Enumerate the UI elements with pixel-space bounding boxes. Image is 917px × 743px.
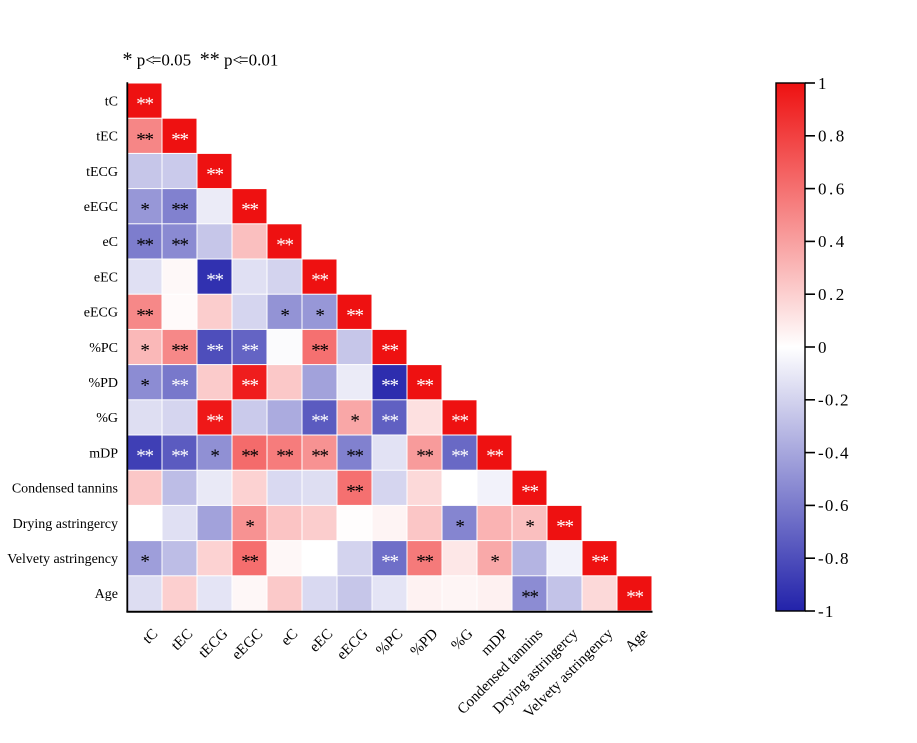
- svg-text:**: **: [171, 446, 188, 467]
- svg-text:%PD: %PD: [88, 376, 118, 391]
- svg-text:**: **: [381, 376, 398, 397]
- svg-text:**: **: [276, 235, 293, 256]
- svg-text:**: **: [171, 200, 188, 221]
- svg-text:**: **: [241, 552, 258, 573]
- svg-text:**: **: [241, 341, 258, 362]
- svg-text:**: **: [241, 200, 258, 221]
- svg-text:**: **: [381, 341, 398, 362]
- svg-text:**: **: [416, 446, 433, 467]
- svg-text:%G: %G: [96, 411, 118, 426]
- svg-text:**: **: [591, 552, 608, 573]
- svg-text:**: **: [206, 341, 223, 362]
- svg-text:-1: -1: [818, 602, 835, 621]
- svg-text:Velvety astringency: Velvety astringency: [7, 552, 118, 567]
- svg-text:-0.2: -0.2: [818, 391, 850, 410]
- svg-text:-0.6: -0.6: [818, 496, 850, 515]
- svg-text:**: **: [171, 376, 188, 397]
- svg-text:**: **: [451, 411, 468, 432]
- svg-text:tC: tC: [105, 94, 118, 109]
- svg-text:*: *: [245, 517, 254, 538]
- svg-text:*: *: [455, 517, 464, 538]
- svg-text:**: **: [136, 446, 153, 467]
- svg-text:**: **: [241, 446, 258, 467]
- svg-text:**: **: [171, 341, 188, 362]
- svg-text:Condensed tannins: Condensed tannins: [12, 482, 118, 497]
- svg-text:*: *: [140, 376, 149, 397]
- svg-text:**: **: [136, 129, 153, 150]
- svg-text:**: **: [206, 270, 223, 291]
- svg-text:**: **: [521, 481, 538, 502]
- svg-text:0.6: 0.6: [818, 179, 847, 198]
- svg-text:**: **: [136, 305, 153, 326]
- svg-text:**: **: [486, 446, 503, 467]
- svg-text:eEC: eEC: [94, 270, 118, 285]
- svg-text:**: **: [206, 165, 223, 186]
- svg-text:0.8: 0.8: [818, 127, 847, 146]
- svg-text:tECG: tECG: [86, 165, 118, 180]
- svg-text:**: **: [521, 587, 538, 608]
- svg-text:*: *: [280, 305, 289, 326]
- svg-text:**: **: [416, 376, 433, 397]
- svg-text:* p<=0.05 ** p<=0.01: * p<=0.05 ** p<=0.01: [123, 48, 279, 70]
- svg-text:-0.4: -0.4: [818, 443, 850, 462]
- svg-text:0.4: 0.4: [818, 232, 847, 251]
- svg-text:*: *: [490, 552, 499, 573]
- svg-text:**: **: [311, 270, 328, 291]
- svg-text:mDP: mDP: [89, 446, 118, 461]
- svg-text:**: **: [136, 94, 153, 115]
- svg-text:eEGC: eEGC: [84, 200, 118, 215]
- svg-text:**: **: [451, 446, 468, 467]
- svg-text:tEC: tEC: [96, 130, 118, 145]
- svg-text:*: *: [140, 341, 149, 362]
- svg-text:Drying astringercy: Drying astringercy: [13, 517, 118, 532]
- svg-text:0.2: 0.2: [818, 285, 847, 304]
- svg-text:**: **: [206, 411, 223, 432]
- svg-text:**: **: [381, 552, 398, 573]
- svg-text:*: *: [350, 411, 359, 432]
- svg-text:**: **: [136, 235, 153, 256]
- svg-text:**: **: [311, 411, 328, 432]
- svg-text:-0.8: -0.8: [818, 549, 850, 568]
- svg-text:*: *: [140, 552, 149, 573]
- svg-text:**: **: [241, 376, 258, 397]
- svg-text:1: 1: [818, 74, 828, 93]
- svg-text:**: **: [276, 446, 293, 467]
- svg-text:**: **: [626, 587, 643, 608]
- svg-text:*: *: [140, 200, 149, 221]
- svg-text:**: **: [556, 517, 573, 538]
- svg-text:**: **: [346, 446, 363, 467]
- svg-text:**: **: [171, 129, 188, 150]
- svg-text:*: *: [315, 305, 324, 326]
- svg-text:**: **: [346, 481, 363, 502]
- svg-text:%PC: %PC: [89, 341, 118, 356]
- svg-text:0: 0: [818, 338, 828, 357]
- svg-text:*: *: [525, 517, 534, 538]
- svg-text:*: *: [210, 446, 219, 467]
- svg-text:Age: Age: [95, 587, 118, 602]
- svg-text:**: **: [311, 446, 328, 467]
- svg-text:**: **: [346, 305, 363, 326]
- svg-text:eECG: eECG: [84, 306, 118, 321]
- svg-text:**: **: [311, 341, 328, 362]
- svg-text:**: **: [416, 552, 433, 573]
- svg-text:**: **: [381, 411, 398, 432]
- svg-text:eC: eC: [102, 235, 118, 250]
- svg-text:**: **: [171, 235, 188, 256]
